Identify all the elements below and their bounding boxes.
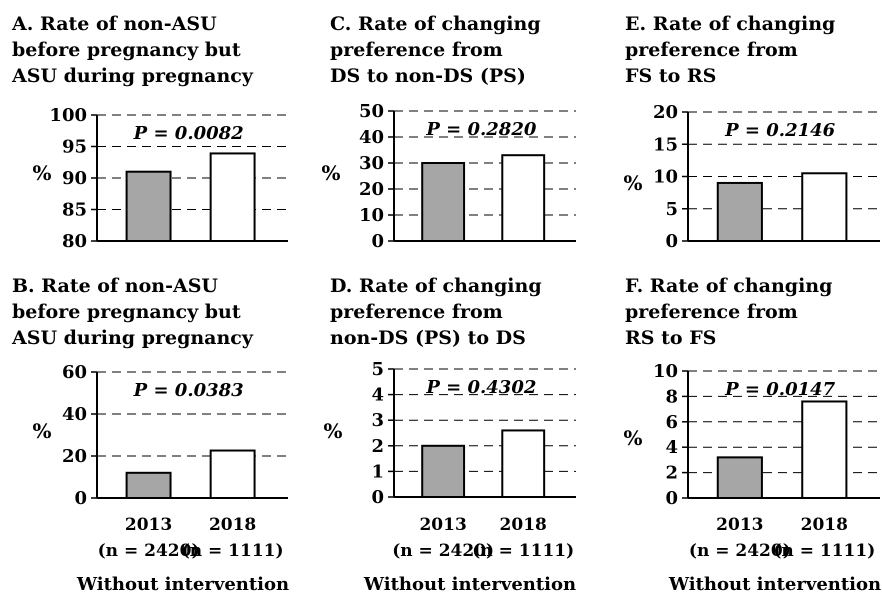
panel-title-line: preference from: [330, 301, 503, 323]
x-category-sublabel: (n = 2420): [98, 541, 200, 561]
panel-title-line: ASU during pregnancy: [11, 327, 254, 349]
panel-title-line: F. Rate of changing: [625, 275, 832, 297]
p-value-annotation: P = 0.4302: [425, 377, 536, 398]
panel-title-line: B. Rate of non-ASU: [12, 275, 218, 297]
y-tick-label: 2: [371, 436, 384, 457]
chart-panel-f: F. Rate of changing preference from RS to …: [623, 275, 881, 595]
chart-panel-c: C. Rate of changing preference from DS to …: [321, 13, 576, 252]
p-value-annotation: P = 0.2146: [724, 120, 836, 141]
y-tick-label: 100: [49, 105, 87, 126]
p-value-annotation: P = 0.0082: [133, 123, 244, 144]
panel-title-line: preference from: [625, 39, 798, 61]
y-tick-label: 8: [665, 386, 678, 407]
bar-2018: [209, 152, 256, 242]
y-tick-label: 0: [74, 488, 87, 509]
y-tick-label: 5: [665, 199, 678, 220]
bar-2018: [801, 400, 848, 500]
y-axis-label: %: [623, 426, 642, 450]
panel-title-line: before pregnancy but: [12, 39, 241, 61]
y-axis-label: %: [32, 161, 51, 185]
x-category-sublabel: (n = 2420): [392, 541, 494, 561]
chart-panel-d: D. Rate of changing preference from non-DS…: [323, 275, 576, 595]
y-axis-label: %: [323, 419, 342, 443]
bar-2013: [125, 471, 172, 499]
panel-title-line: D. Rate of changing: [330, 275, 542, 297]
y-tick-label: 0: [371, 231, 384, 252]
bar-2013: [125, 170, 172, 242]
panel-title-line: RS to FS: [625, 327, 716, 349]
y-axis-label: %: [32, 419, 51, 443]
y-tick-label: 20: [653, 102, 678, 123]
panel-title-line: preference from: [625, 301, 798, 323]
x-category-sublabel: (n = 2420): [689, 541, 791, 561]
p-value-annotation: P = 0.0147: [724, 379, 836, 400]
bar-2013: [421, 444, 466, 498]
bar-2013: [716, 181, 763, 242]
y-tick-label: 20: [62, 446, 87, 467]
x-category-label: 2013: [125, 515, 172, 535]
y-tick-label: 90: [62, 168, 87, 189]
x-category-label: 2018: [209, 515, 256, 535]
panel-title-line: non-DS (PS) to DS: [330, 327, 526, 349]
y-tick-label: 0: [665, 231, 678, 252]
x-category-sublabel: (n = 1111): [773, 541, 875, 561]
p-value-annotation: P = 0.2820: [425, 119, 537, 140]
chart-panel-b: B. Rate of non-ASU before pregnancy but AS…: [11, 275, 289, 595]
panel-title-line: FS to RS: [625, 65, 716, 87]
bar-2018: [501, 154, 546, 242]
y-tick-label: 20: [359, 179, 384, 200]
bar-2013: [421, 162, 466, 242]
panel-title-line: preference from: [330, 39, 503, 61]
bar-2018: [801, 172, 848, 242]
y-tick-label: 0: [371, 487, 384, 508]
y-axis-label: %: [321, 161, 340, 185]
panel-title-line: E. Rate of changing: [625, 13, 835, 35]
y-tick-label: 95: [62, 137, 87, 158]
y-tick-label: 85: [62, 200, 87, 221]
x-category-label: 2018: [500, 515, 547, 535]
y-tick-label: 50: [359, 101, 384, 122]
y-tick-label: 3: [371, 410, 384, 431]
x-group-label: Without intervention: [668, 574, 881, 595]
y-tick-label: 10: [653, 361, 678, 382]
y-tick-label: 40: [62, 404, 87, 425]
x-category-label: 2013: [716, 515, 763, 535]
panel-title-line: A. Rate of non-ASU: [11, 13, 217, 35]
p-value-annotation: P = 0.0383: [133, 380, 244, 401]
y-tick-label: 30: [359, 153, 384, 174]
y-tick-label: 0: [665, 488, 678, 509]
y-tick-label: 10: [359, 205, 384, 226]
y-tick-label: 80: [62, 231, 87, 252]
y-tick-label: 4: [665, 437, 678, 458]
y-axis-label: %: [623, 171, 642, 195]
y-tick-label: 2: [665, 463, 678, 484]
panel-title-line: before pregnancy but: [12, 301, 241, 323]
x-group-label: Without intervention: [363, 574, 576, 595]
y-tick-label: 15: [653, 134, 678, 155]
y-tick-label: 40: [359, 127, 384, 148]
x-group-label: Without intervention: [76, 574, 289, 595]
x-category-sublabel: (n = 1111): [472, 541, 574, 561]
x-category-label: 2013: [419, 515, 466, 535]
panel-title-line: DS to non-DS (PS): [330, 65, 526, 87]
y-tick-label: 10: [653, 167, 678, 188]
y-tick-label: 1: [371, 461, 384, 482]
y-tick-label: 60: [62, 362, 87, 383]
chart-panel-a: A. Rate of non-ASU before pregnancy but AS…: [11, 13, 288, 252]
chart-panel-e: E. Rate of changing preference from FS to …: [623, 13, 880, 252]
y-tick-label: 4: [371, 385, 384, 406]
bar-2018: [501, 429, 546, 498]
y-tick-label: 5: [371, 359, 384, 380]
y-tick-label: 6: [665, 412, 678, 433]
panel-title-line: C. Rate of changing: [330, 13, 541, 35]
bar-2013: [716, 456, 763, 499]
x-category-sublabel: (n = 1111): [182, 541, 284, 561]
x-category-label: 2018: [801, 515, 848, 535]
bar-2018: [209, 449, 256, 500]
panel-title-line: ASU during pregnancy: [11, 65, 254, 87]
